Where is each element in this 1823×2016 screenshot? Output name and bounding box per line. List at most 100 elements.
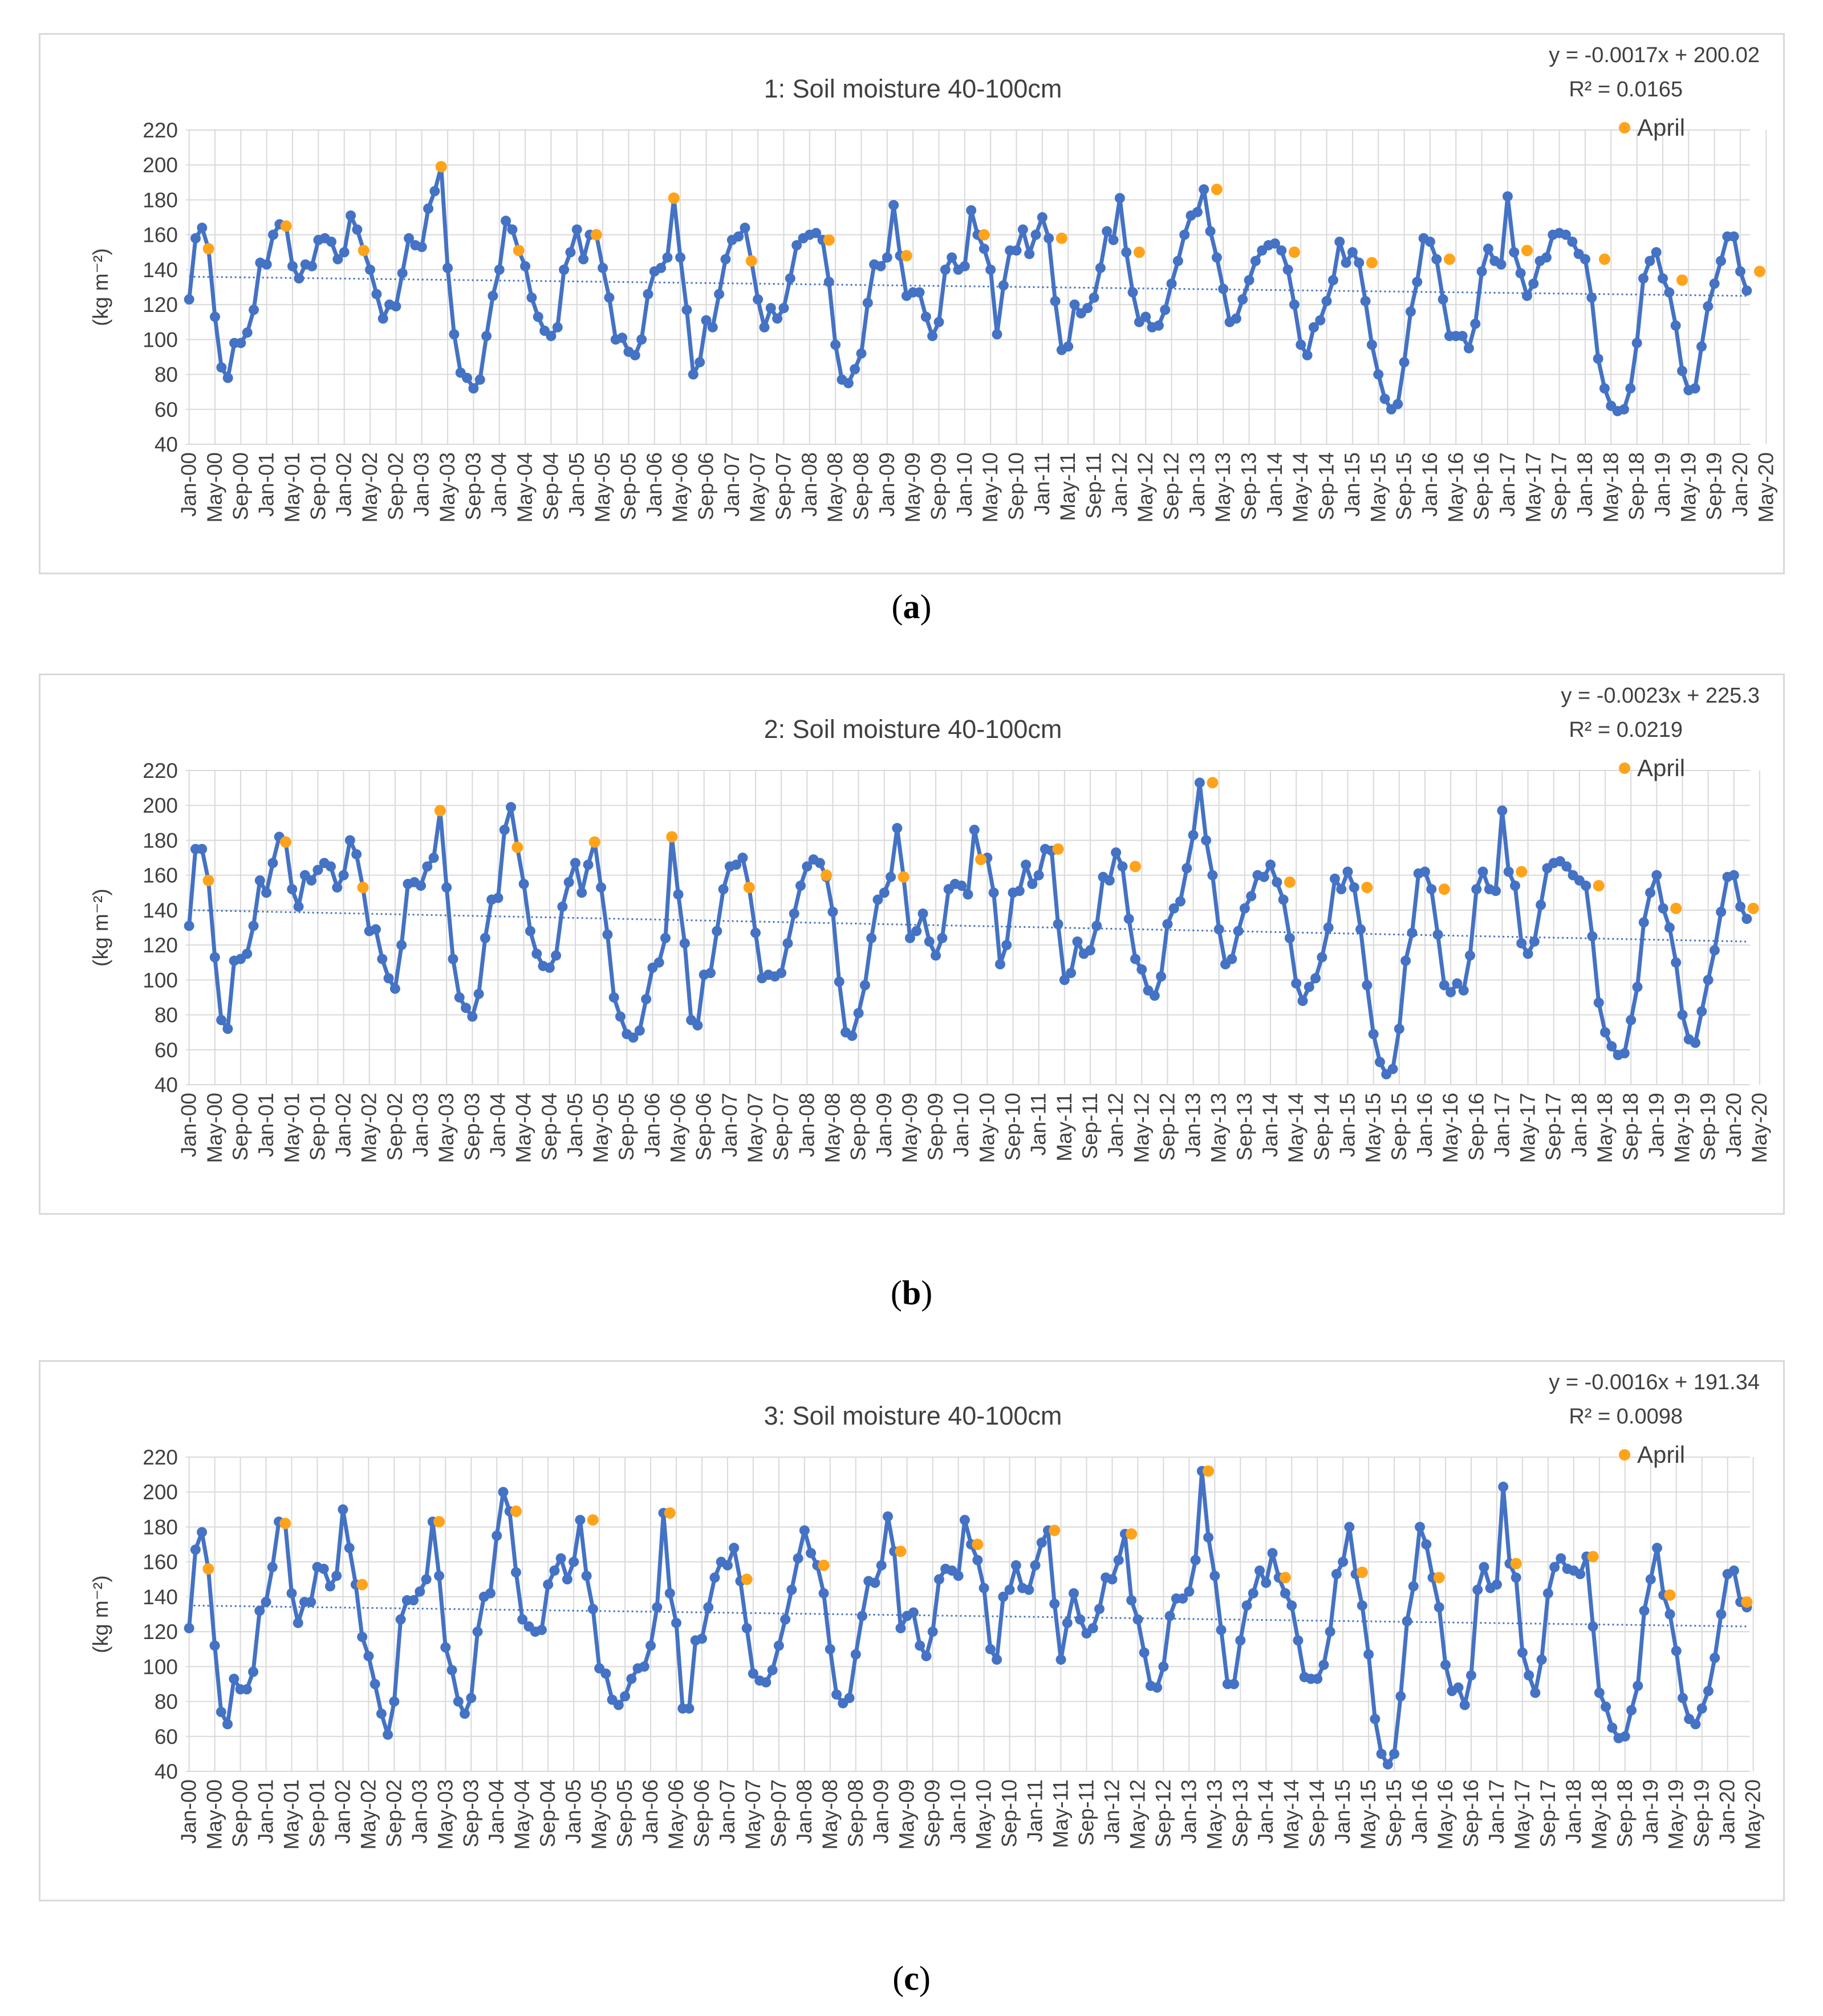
x-tick-label: Jan-04 — [485, 1779, 508, 1844]
data-point — [1278, 894, 1289, 905]
x-tick-label: May-12 — [1134, 452, 1157, 522]
x-tick-label: Sep-15 — [1387, 1093, 1411, 1161]
data-point — [786, 1584, 797, 1595]
data-point — [370, 1678, 380, 1689]
data-point — [1291, 978, 1302, 989]
data-point — [1075, 1614, 1086, 1625]
april-point — [1747, 902, 1759, 914]
data-point — [370, 924, 381, 935]
april-point — [1129, 861, 1141, 873]
x-tick-label: May-01 — [281, 452, 304, 522]
data-point — [1244, 275, 1254, 286]
data-point — [1728, 870, 1739, 881]
x-tick-label: May-09 — [898, 1093, 921, 1163]
data-point — [1400, 955, 1411, 966]
april-point — [511, 841, 523, 853]
data-point — [1392, 399, 1403, 409]
data-point — [357, 1632, 368, 1642]
legend-april-label: April — [1637, 755, 1685, 781]
data-point — [501, 216, 511, 226]
data-point — [1108, 234, 1119, 245]
data-point — [1289, 299, 1300, 310]
april-point — [1211, 184, 1223, 196]
data-point — [924, 936, 935, 947]
x-tick-label: Sep-18 — [1613, 1779, 1637, 1847]
data-point — [1229, 1678, 1240, 1689]
april-point — [1664, 1589, 1676, 1601]
data-point — [1464, 950, 1475, 961]
data-point — [294, 273, 304, 284]
data-point — [543, 1579, 554, 1590]
april-point — [1203, 1465, 1215, 1477]
x-tick-label: Jan-14 — [1263, 452, 1286, 517]
x-tick-label: Jan-15 — [1331, 1779, 1354, 1844]
data-point — [712, 926, 722, 936]
x-tick-label: Jan-04 — [488, 452, 511, 517]
x-tick-label: May-11 — [1056, 452, 1079, 521]
x-tick-label: Jan-10 — [949, 1093, 973, 1157]
x-tick-label: May-04 — [513, 452, 537, 522]
data-point — [1082, 303, 1093, 314]
data-point — [741, 1622, 752, 1633]
data-point — [830, 339, 841, 350]
data-point — [636, 334, 647, 345]
data-point — [759, 322, 770, 332]
data-point — [1325, 1626, 1335, 1637]
x-tick-label: Sep-16 — [1470, 452, 1493, 520]
april-point — [590, 229, 602, 241]
x-tick-label: May-09 — [901, 452, 924, 522]
data-point — [688, 369, 699, 380]
x-tick-label: May-05 — [587, 1779, 611, 1849]
data-point — [1664, 922, 1675, 933]
x-tick-label: May-07 — [741, 1779, 765, 1849]
data-point — [216, 362, 227, 373]
x-tick-label: May-02 — [358, 452, 381, 522]
data-point — [190, 233, 201, 244]
data-point — [1269, 238, 1280, 249]
data-point — [1036, 1537, 1047, 1548]
data-point — [806, 1548, 817, 1559]
y-tick-label: 140 — [143, 899, 178, 922]
data-point — [1037, 212, 1047, 223]
x-tick-label: May-13 — [1207, 1093, 1231, 1163]
data-point — [1735, 901, 1746, 912]
x-tick-label: Jan-20 — [1716, 1779, 1739, 1844]
data-point — [737, 853, 748, 863]
x-tick-label: Jan-05 — [563, 1093, 587, 1157]
y-axis-label: (kg m⁻²) — [89, 248, 112, 326]
data-point — [533, 311, 543, 322]
data-point — [1716, 906, 1727, 917]
data-point — [947, 252, 957, 263]
data-point — [1239, 903, 1250, 914]
x-tick-label: May-14 — [1289, 452, 1312, 522]
data-point — [1567, 236, 1578, 247]
data-point — [416, 881, 427, 891]
data-point — [1286, 1600, 1297, 1611]
data-point — [908, 1607, 919, 1618]
data-point — [506, 802, 517, 813]
data-point — [1168, 903, 1179, 914]
x-tick-label: May-19 — [1664, 1779, 1688, 1849]
data-point — [634, 1025, 645, 1036]
data-point — [1426, 884, 1437, 895]
data-point — [1509, 881, 1520, 891]
data-point — [332, 882, 343, 893]
data-point — [615, 1011, 626, 1022]
data-point — [434, 1571, 445, 1581]
data-point — [921, 1650, 932, 1661]
data-point — [1304, 981, 1314, 992]
data-point — [498, 1487, 509, 1498]
data-point — [197, 1527, 208, 1538]
april-point — [279, 836, 291, 848]
data-point — [1529, 936, 1540, 947]
data-point — [383, 973, 394, 984]
x-tick-label: May-07 — [746, 452, 769, 522]
data-point — [493, 893, 504, 903]
x-tick-label: Sep-00 — [229, 1779, 252, 1847]
data-point — [882, 252, 892, 263]
data-point — [872, 894, 883, 905]
data-point — [1139, 1647, 1150, 1658]
data-point — [740, 222, 750, 233]
data-point — [1511, 1572, 1521, 1583]
